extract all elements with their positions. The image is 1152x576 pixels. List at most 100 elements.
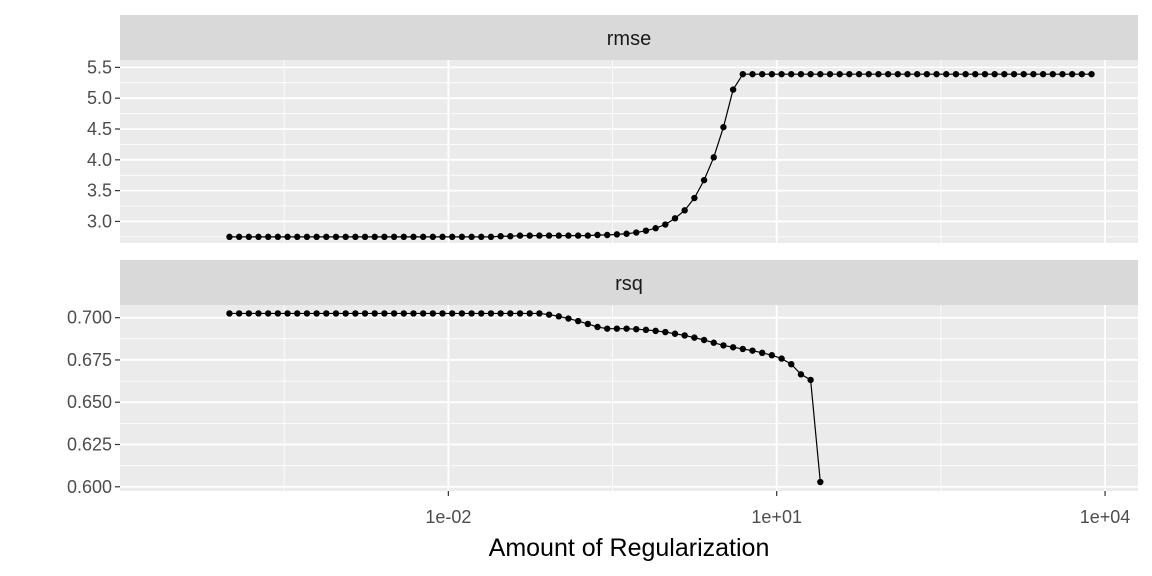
data-point: [400, 310, 407, 317]
data-point: [594, 323, 601, 331]
data-point: [623, 230, 630, 237]
data-point: [933, 70, 940, 78]
data-point: [526, 232, 533, 239]
data-point: [332, 310, 340, 317]
data-point: [574, 317, 582, 325]
series-points-rsq: [226, 310, 824, 486]
data-point: [245, 233, 253, 241]
data-point: [1068, 70, 1076, 78]
data-point: [710, 339, 717, 346]
data-point: [642, 227, 650, 234]
y-tick-label: 3.5: [87, 181, 112, 201]
data-point: [1010, 70, 1018, 78]
data-point: [662, 221, 669, 228]
data-point: [758, 70, 766, 78]
data-point: [545, 232, 553, 239]
data-point: [884, 70, 892, 78]
data-point: [439, 310, 446, 317]
data-point: [274, 233, 282, 241]
data-point: [671, 330, 679, 337]
data-point: [449, 233, 456, 241]
data-point: [478, 233, 485, 241]
data-point: [749, 70, 756, 78]
data-point: [245, 310, 253, 317]
data-point: [555, 313, 562, 320]
data-point: [720, 123, 727, 131]
panel-rsq: rsq 0.600 0.625 0.650 0.675 0.700: [67, 260, 1138, 497]
panel-rmse: rmse 3.0 3.5 4.0 4.5 5.0 5.5: [87, 15, 1138, 243]
data-point: [516, 232, 524, 239]
y-axis-rsq: 0.600 0.625 0.650 0.675 0.700: [67, 308, 120, 497]
data-point: [323, 310, 330, 317]
data-point: [507, 310, 514, 317]
data-point: [361, 310, 369, 317]
data-point: [720, 342, 727, 349]
y-tick-label: 5.5: [87, 57, 112, 77]
data-point: [381, 310, 388, 317]
data-point: [458, 233, 466, 241]
data-point: [1078, 70, 1086, 78]
data-point: [652, 225, 659, 232]
y-tick-label: 0.675: [67, 350, 112, 370]
data-point: [943, 70, 950, 78]
data-point: [991, 70, 998, 78]
data-point: [458, 310, 466, 317]
data-point: [768, 70, 776, 78]
data-point: [555, 232, 562, 239]
data-point: [507, 233, 514, 240]
data-point: [710, 154, 717, 161]
data-point: [807, 70, 814, 78]
data-point: [729, 86, 737, 93]
data-point: [574, 232, 582, 239]
y-axis-rmse: 3.0 3.5 4.0 4.5 5.0 5.5: [87, 57, 120, 231]
data-point: [516, 310, 524, 317]
data-point: [739, 345, 747, 353]
data-point: [865, 70, 872, 78]
x-axis: 1e-02 1e+01 1e+04: [425, 491, 1130, 527]
data-point: [429, 233, 437, 241]
data-point: [526, 310, 533, 317]
strip-label-rsq: rsq: [615, 273, 643, 295]
data-point: [749, 347, 756, 354]
y-tick-label: 0.625: [67, 435, 112, 455]
data-point: [294, 233, 301, 241]
data-point: [681, 332, 688, 339]
data-point: [274, 310, 282, 317]
data-point: [332, 233, 340, 241]
data-point: [729, 344, 737, 351]
data-point: [284, 310, 291, 317]
data-point: [855, 70, 863, 78]
x-axis-title: Amount of Regularization: [489, 534, 770, 562]
data-point: [264, 310, 272, 317]
data-point: [846, 70, 853, 78]
data-point: [429, 310, 437, 317]
series-points-rmse: [226, 70, 1095, 241]
y-tick-label: 4.5: [87, 119, 112, 139]
data-point: [449, 310, 456, 317]
data-point: [788, 70, 795, 78]
data-point: [923, 70, 931, 78]
x-tick-label: 1e+01: [751, 507, 802, 527]
data-point: [565, 232, 572, 239]
y-tick-label: 4.0: [87, 150, 112, 170]
data-point: [323, 233, 330, 241]
strip-rmse: [120, 15, 1138, 60]
data-point: [875, 70, 882, 78]
data-point: [342, 310, 349, 317]
y-tick-label: 0.650: [67, 392, 112, 412]
data-point: [1001, 70, 1008, 78]
data-point: [371, 310, 378, 317]
data-point: [419, 310, 427, 317]
data-point: [439, 233, 446, 241]
plot-area-rsq: [120, 305, 1138, 491]
data-point: [1020, 70, 1027, 78]
data-point: [487, 310, 495, 317]
data-point: [226, 233, 233, 241]
data-point: [468, 310, 475, 317]
data-point: [303, 233, 311, 241]
data-point: [294, 310, 301, 317]
data-point: [797, 371, 805, 378]
data-point: [962, 70, 969, 78]
data-point: [226, 310, 233, 317]
